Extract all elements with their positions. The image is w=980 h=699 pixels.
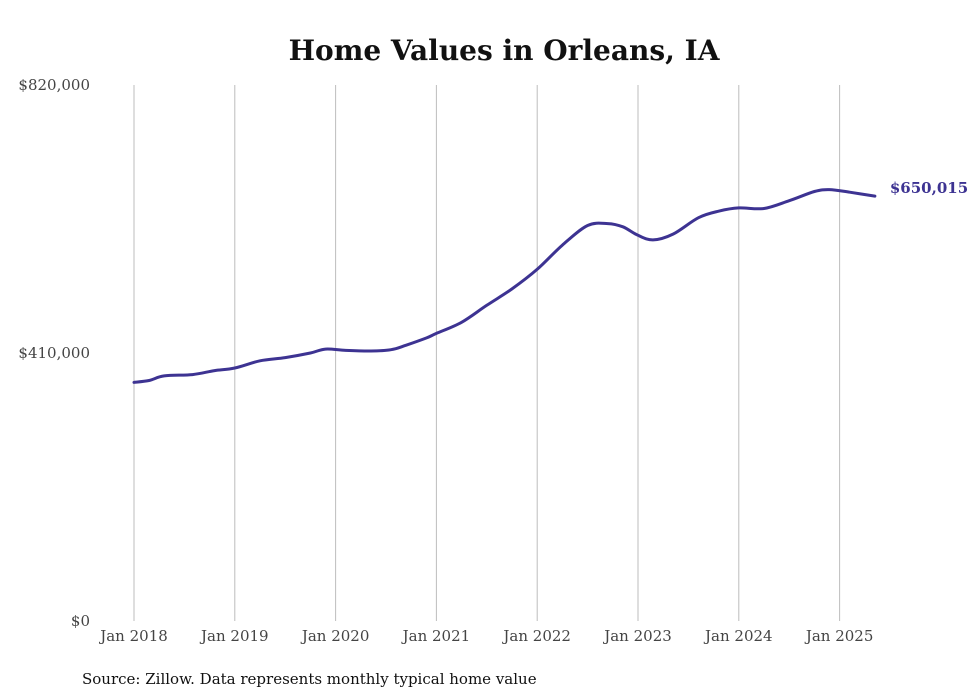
x-tick-label: Jan 2020: [300, 627, 370, 645]
x-tick-label: Jan 2018: [98, 627, 168, 645]
chart-title: Home Values in Orleans, IA: [289, 34, 721, 67]
y-tick-label: $820,000: [18, 76, 90, 94]
x-tick-label: Jan 2024: [703, 627, 773, 645]
gridlines: [133, 85, 841, 621]
y-tick-label: $0: [71, 612, 90, 630]
x-tick-label: Jan 2022: [501, 627, 571, 645]
x-tick-label: Jan 2019: [199, 627, 269, 645]
end-value-label: $650,015: [890, 179, 968, 197]
x-tick-label: Jan 2021: [401, 627, 471, 645]
y-axis: $0 $410,000 $820,000: [18, 76, 90, 630]
home-value-line: [132, 188, 877, 384]
x-tick-label: Jan 2025: [804, 627, 874, 645]
y-tick-label: $410,000: [18, 344, 90, 362]
source-note: Source: Zillow. Data represents monthly …: [82, 670, 537, 688]
x-axis: Jan 2018 Jan 2019 Jan 2020 Jan 2021 Jan 2022…: [98, 627, 873, 645]
x-tick-label: Jan 2023: [602, 627, 672, 645]
